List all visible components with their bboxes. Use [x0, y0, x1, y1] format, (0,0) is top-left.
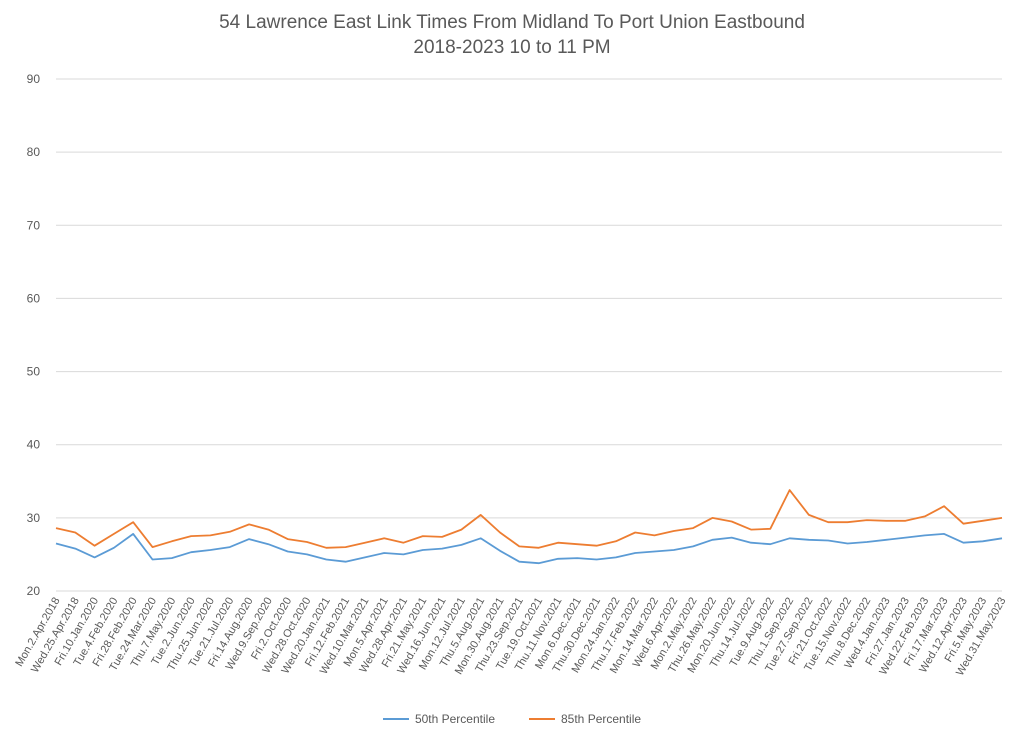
- legend-label-p85: 85th Percentile: [561, 712, 642, 726]
- y-tick-label: 30: [27, 511, 41, 525]
- series-line-p85: [55, 489, 1003, 549]
- y-tick-label: 40: [27, 438, 41, 452]
- y-tick-label: 20: [27, 584, 41, 598]
- y-tick-label: 70: [27, 218, 41, 232]
- y-axis: 20 30 40 50 60 70 80 90: [27, 72, 41, 598]
- y-tick-label: 50: [27, 365, 41, 379]
- gridlines: [56, 78, 1002, 592]
- line-chart: 20 30 40 50 60 70 80 90 Mon.2.Apr.2018Wed.25.Ap…: [13, 72, 1008, 678]
- legend-label-p50: 50th Percentile: [414, 712, 495, 726]
- series-line-p50: [55, 533, 1003, 565]
- chart-title: 54 Lawrence East Link Times From Midland…: [219, 12, 805, 33]
- x-axis: Mon.2.Apr.2018Wed.25.Apr.2018Fri.10.Jan.…: [13, 595, 1008, 677]
- legend-item-p85: 85th Percentile: [529, 712, 641, 726]
- legend: 50th Percentile 85th Percentile: [0, 712, 1024, 726]
- legend-swatch-p85: [529, 718, 555, 720]
- series-lines: [55, 489, 1003, 565]
- chart-subtitle: 2018-2023 10 to 11 PM: [413, 37, 611, 58]
- y-tick-label: 80: [27, 145, 41, 159]
- y-tick-label: 90: [27, 72, 41, 86]
- legend-item-p50: 50th Percentile: [382, 712, 495, 726]
- y-tick-label: 60: [27, 291, 41, 305]
- legend-swatch-p50: [382, 718, 409, 720]
